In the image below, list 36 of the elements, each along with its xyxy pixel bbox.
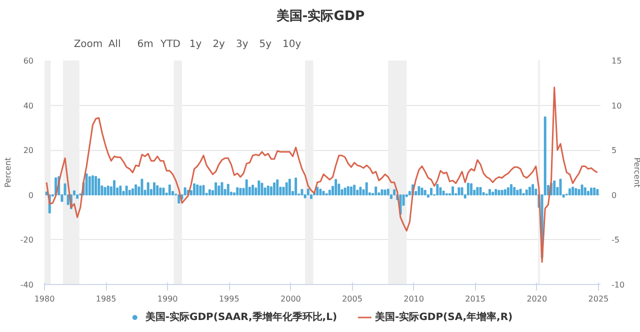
x-tick-label: 2015 bbox=[465, 294, 486, 304]
x-tick-label: 1980 bbox=[34, 294, 55, 304]
y2-tick-label: -5 bbox=[612, 236, 620, 245]
legend-label: 美国-实际GDP(SAAR,季增年化季环比,L) bbox=[145, 310, 338, 324]
chart-title: 美国-实际GDP bbox=[275, 8, 365, 24]
y-tick-label: 40 bbox=[23, 101, 34, 110]
x-tick-label: 1995 bbox=[218, 294, 240, 304]
text: 3y bbox=[236, 39, 248, 50]
x-tick-label: 2000 bbox=[280, 294, 301, 304]
y-tick-label: 60 bbox=[23, 56, 34, 66]
x-tick-label: 2025 bbox=[588, 294, 609, 304]
x-tick-label: 1985 bbox=[96, 294, 116, 304]
y-axis-title: Percent bbox=[3, 157, 12, 188]
text: 1y bbox=[189, 39, 202, 50]
text: 10y bbox=[282, 39, 302, 50]
y2-tick-label: 10 bbox=[612, 101, 622, 110]
text: 5y bbox=[259, 39, 272, 50]
x-tick-label: 2020 bbox=[526, 294, 548, 304]
legend-label: 美国-实际GDP(SA,年增率,R) bbox=[375, 310, 513, 324]
y2-tick-label: 0 bbox=[612, 190, 617, 200]
x-tick-label: 2010 bbox=[404, 294, 424, 304]
x-tick-label: 1990 bbox=[157, 294, 178, 304]
y2-tick-label: -10 bbox=[612, 280, 625, 290]
y2-tick-label: 15 bbox=[612, 56, 622, 66]
y-tick-label: 20 bbox=[23, 146, 34, 156]
text: 6m bbox=[137, 39, 154, 50]
y-tick-label: 0 bbox=[28, 190, 34, 200]
text: YTD bbox=[160, 39, 181, 50]
x-tick-label: 2005 bbox=[342, 294, 362, 304]
y2-axis-title: Percent bbox=[632, 157, 640, 188]
y-tick-label: -20 bbox=[20, 236, 34, 245]
text: All bbox=[108, 39, 121, 50]
text: 2y bbox=[212, 39, 226, 50]
text: Zoom bbox=[74, 39, 103, 50]
y-tick-label: -40 bbox=[20, 280, 34, 290]
y2-tick-label: 5 bbox=[612, 146, 617, 156]
